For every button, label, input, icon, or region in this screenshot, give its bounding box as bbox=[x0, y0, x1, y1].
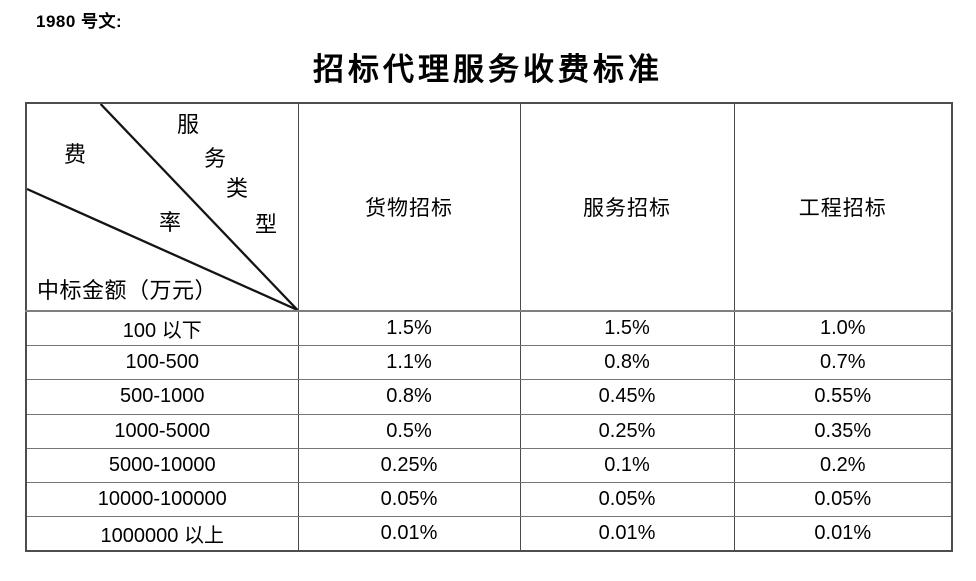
document-number: 1980 号文: bbox=[36, 12, 123, 31]
rate-cell-engineering: 0.7% bbox=[733, 345, 953, 381]
rate-cell-engineering: 0.55% bbox=[733, 379, 953, 415]
service-type-char-2: 务 bbox=[204, 146, 227, 171]
table-row: 100-500 1.1% 0.8% 0.7% bbox=[25, 345, 953, 381]
amount-axis-label: 中标金额（万元） bbox=[37, 278, 218, 303]
rate-cell-engineering: 0.01% bbox=[733, 516, 953, 552]
diagonal-line-lower bbox=[27, 187, 298, 310]
amount-range-cell: 10000-100000 bbox=[25, 481, 299, 518]
rate-cell-services: 0.45% bbox=[519, 379, 735, 415]
service-type-char-4: 型 bbox=[255, 212, 278, 237]
rate-cell-goods: 1.1% bbox=[297, 345, 521, 381]
table-row: 10000-100000 0.05% 0.05% 0.05% bbox=[25, 481, 953, 518]
rate-cell-engineering: 0.05% bbox=[733, 481, 953, 518]
rate-cell-services: 0.1% bbox=[519, 447, 735, 483]
rate-cell-engineering: 1.0% bbox=[733, 310, 953, 347]
table-row: 5000-10000 0.25% 0.1% 0.2% bbox=[25, 447, 953, 483]
rate-cell-goods: 0.25% bbox=[297, 447, 521, 483]
fee-table: 服 务 类 型 费 率 中标金额（万元） 货物招标 服务招标 工程招标 100 … bbox=[25, 102, 953, 553]
rate-cell-services: 1.5% bbox=[519, 310, 735, 347]
rate-cell-goods: 0.5% bbox=[297, 413, 521, 449]
table-row: 1000000 以上 0.01% 0.01% 0.01% bbox=[25, 516, 953, 552]
rate-cell-goods: 0.05% bbox=[297, 481, 521, 518]
service-type-char-3: 类 bbox=[226, 176, 249, 201]
diagonal-header-cell: 服 务 类 型 费 率 中标金额（万元） bbox=[25, 102, 299, 312]
page-title: 招标代理服务收费标准 bbox=[313, 52, 663, 87]
diagonal-line-upper bbox=[99, 104, 298, 310]
amount-range-cell: 1000-5000 bbox=[25, 413, 299, 449]
rate-cell-services: 0.05% bbox=[519, 481, 735, 518]
diagonal-lines bbox=[27, 104, 298, 310]
amount-range-cell: 5000-10000 bbox=[25, 447, 299, 483]
fee-rate-char-1: 费 bbox=[64, 142, 87, 167]
fee-rate-char-2: 率 bbox=[159, 210, 182, 235]
table-row: 1000-5000 0.5% 0.25% 0.35% bbox=[25, 413, 953, 449]
rate-cell-engineering: 0.2% bbox=[733, 447, 953, 483]
amount-range-cell: 1000000 以上 bbox=[25, 516, 299, 552]
rate-cell-goods: 1.5% bbox=[297, 310, 521, 347]
column-header-engineering: 工程招标 bbox=[733, 102, 953, 312]
table-row: 100 以下 1.5% 1.5% 1.0% bbox=[25, 310, 953, 347]
header-row: 服 务 类 型 费 率 中标金额（万元） 货物招标 服务招标 工程招标 bbox=[25, 102, 953, 312]
column-header-goods: 货物招标 bbox=[297, 102, 521, 312]
rate-cell-goods: 0.01% bbox=[297, 516, 521, 552]
column-header-services: 服务招标 bbox=[519, 102, 735, 312]
rate-cell-goods: 0.8% bbox=[297, 379, 521, 415]
rate-cell-services: 0.8% bbox=[519, 345, 735, 381]
service-type-char-1: 服 bbox=[177, 112, 200, 137]
rate-cell-engineering: 0.35% bbox=[733, 413, 953, 449]
amount-range-cell: 100 以下 bbox=[25, 310, 299, 347]
rate-cell-services: 0.25% bbox=[519, 413, 735, 449]
rate-cell-services: 0.01% bbox=[519, 516, 735, 552]
amount-range-cell: 100-500 bbox=[25, 345, 299, 381]
amount-range-cell: 500-1000 bbox=[25, 379, 299, 415]
table-row: 500-1000 0.8% 0.45% 0.55% bbox=[25, 379, 953, 415]
